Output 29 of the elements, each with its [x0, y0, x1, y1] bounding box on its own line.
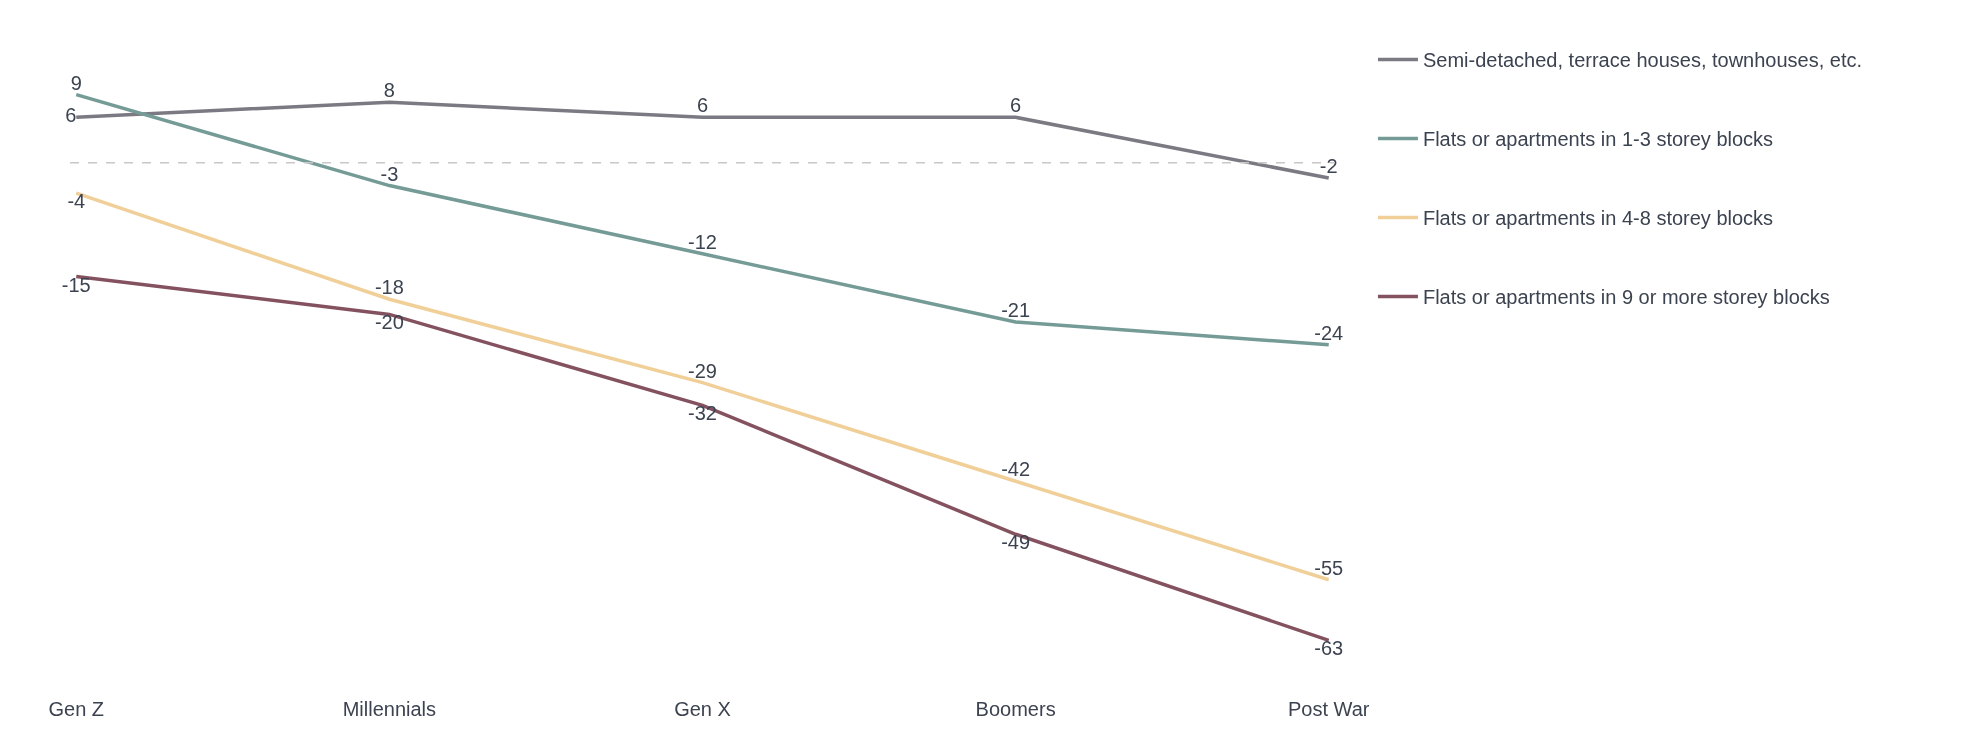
legend-label: Flats or apartments in 9 or more storey blocks [1422, 286, 1830, 309]
data-label: 9 [70, 71, 82, 94]
data-label: 6 [696, 94, 709, 117]
data-label: -32 [688, 402, 717, 425]
data-label: 8 [383, 79, 395, 102]
data-label: -20 [374, 311, 404, 334]
legend-label: Semi-detached, terrace houses, townhouses, etc. [1422, 49, 1863, 72]
data-label: -49 [1001, 531, 1031, 554]
data-label: -21 [1001, 299, 1031, 322]
data-label: -29 [688, 359, 717, 382]
data-label: 6 [1010, 94, 1022, 117]
data-label: -55 [1314, 556, 1344, 579]
x-tick-label: Gen Z [48, 698, 105, 720]
legend-label: Flats or apartments in 4-8 storey blocks [1422, 207, 1774, 230]
x-tick-label: Boomers [975, 698, 1056, 720]
x-tick-label: Millennials [342, 698, 437, 720]
data-label: 6 [65, 104, 77, 127]
data-label: -18 [374, 276, 404, 299]
data-label: -24 [1314, 321, 1344, 344]
x-tick-label: Post War [1287, 698, 1370, 720]
x-tick-label: Gen X [674, 698, 731, 720]
data-label: -12 [688, 230, 717, 253]
data-label: -2 [1319, 154, 1338, 177]
data-label: -15 [61, 273, 91, 296]
data-label: -3 [380, 162, 399, 185]
data-label: -42 [1001, 458, 1031, 481]
data-label: -4 [67, 190, 86, 213]
legend-label: Flats or apartments in 1-3 storey blocks [1422, 128, 1774, 151]
data-label: -63 [1314, 637, 1344, 660]
